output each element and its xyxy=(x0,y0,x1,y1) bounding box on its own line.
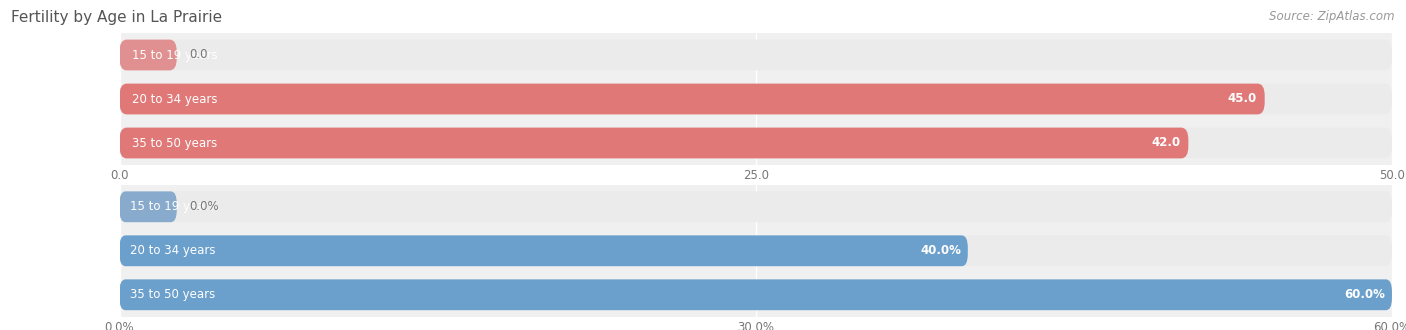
FancyBboxPatch shape xyxy=(120,128,1188,158)
FancyBboxPatch shape xyxy=(120,191,1392,222)
Text: 60.0%: 60.0% xyxy=(1344,288,1385,301)
Text: Fertility by Age in La Prairie: Fertility by Age in La Prairie xyxy=(11,10,222,25)
Text: 35 to 50 years: 35 to 50 years xyxy=(131,288,215,301)
Text: 45.0: 45.0 xyxy=(1227,92,1257,106)
Text: 0.0: 0.0 xyxy=(190,49,208,61)
FancyBboxPatch shape xyxy=(120,40,1392,70)
Text: Source: ZipAtlas.com: Source: ZipAtlas.com xyxy=(1270,10,1395,23)
FancyBboxPatch shape xyxy=(120,83,1392,115)
Text: 40.0%: 40.0% xyxy=(921,244,962,257)
FancyBboxPatch shape xyxy=(120,128,1392,158)
FancyBboxPatch shape xyxy=(120,280,1392,310)
FancyBboxPatch shape xyxy=(120,83,1265,115)
Text: 15 to 19 years: 15 to 19 years xyxy=(131,200,215,213)
FancyBboxPatch shape xyxy=(120,235,1392,266)
FancyBboxPatch shape xyxy=(120,40,177,70)
FancyBboxPatch shape xyxy=(120,280,1392,310)
FancyBboxPatch shape xyxy=(120,235,967,266)
Text: 35 to 50 years: 35 to 50 years xyxy=(132,137,218,149)
Text: 20 to 34 years: 20 to 34 years xyxy=(131,244,215,257)
Text: 42.0: 42.0 xyxy=(1152,137,1181,149)
FancyBboxPatch shape xyxy=(120,191,177,222)
Text: 15 to 19 years: 15 to 19 years xyxy=(132,49,218,61)
Text: 20 to 34 years: 20 to 34 years xyxy=(132,92,218,106)
Text: 0.0%: 0.0% xyxy=(190,200,219,213)
